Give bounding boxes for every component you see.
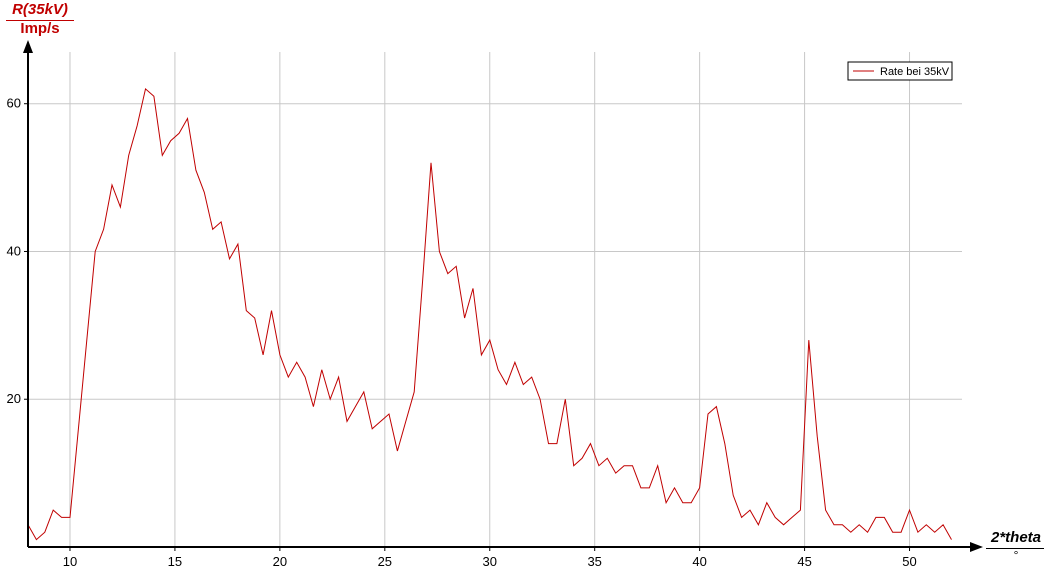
x-tick-label: 10 [63,554,77,569]
y-tick-label: 60 [7,96,21,111]
legend-box [847,61,953,81]
x-axis-unit: ° [1013,548,1019,562]
x-tick-label: 50 [902,554,916,569]
y-axis-title: R(35kV) [12,1,68,18]
x-tick-label: 35 [587,554,601,569]
x-axis-arrow-icon [970,542,983,552]
y-tick-label: 20 [7,391,21,406]
x-tick-label: 25 [378,554,392,569]
y-axis-arrow-icon [23,40,33,53]
x-tick-label: 15 [168,554,182,569]
y-tick-label: 40 [7,243,21,258]
x-tick-label: 40 [692,554,706,569]
legend-entry-label: Rate bei 35kV [880,66,950,78]
tick-labels: 10 15 20 25 30 35 40 45 50 20 40 60 [7,96,917,569]
x-tick-label: 45 [797,554,811,569]
series-layer [27,87,952,541]
x-axis-title: 2*theta [990,529,1042,546]
series-line-rate-bei-35kv [27,87,952,541]
grid-lines [28,52,962,547]
axes [23,40,983,552]
x-tick-label: 20 [273,554,287,569]
x-tick-label: 30 [483,554,497,569]
y-axis-title-divider [6,20,74,21]
y-axis-unit: Imp/s [20,20,60,37]
x-axis-title-divider [986,548,1044,549]
legend: Rate bei 35kV [847,61,953,81]
